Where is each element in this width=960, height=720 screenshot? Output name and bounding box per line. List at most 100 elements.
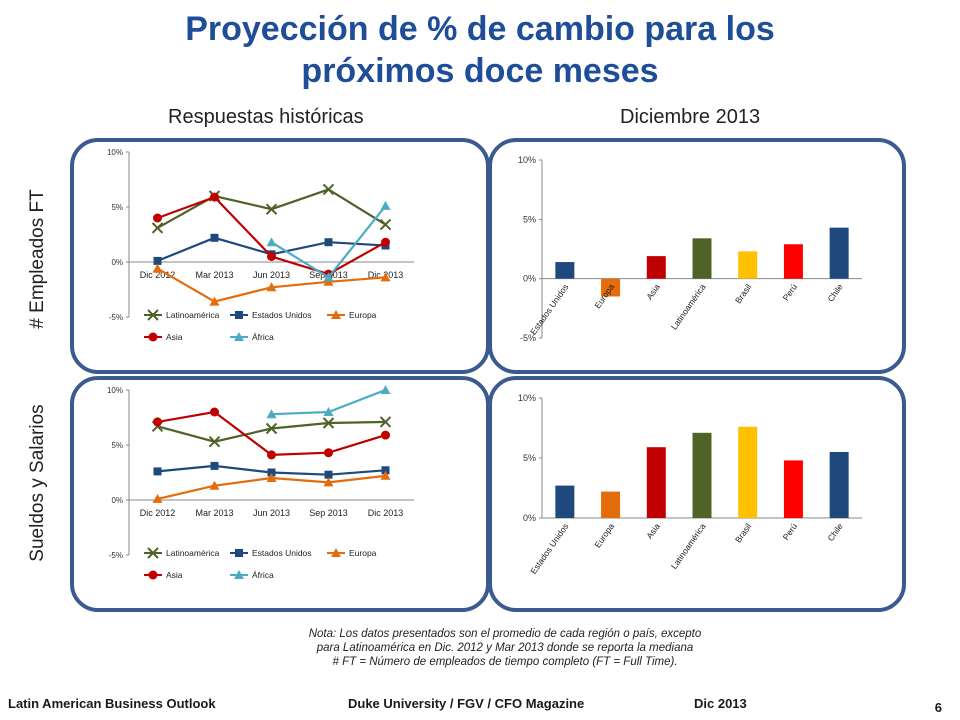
data-point-europa (152, 493, 163, 503)
data-point-europa (266, 473, 277, 482)
data-point-africa (323, 407, 334, 416)
bar-latinoamerica (692, 432, 712, 518)
data-point-latinoamerica (265, 422, 278, 435)
data-point-estados-unidos (324, 238, 333, 247)
legend-label: África (252, 570, 274, 580)
footer-date: Dic 2013 (694, 696, 747, 711)
legend: Latinoamérica Estados Unidos Europa Asia Áfr… (144, 547, 377, 580)
legend-marker-europa (331, 548, 341, 557)
legend-marker-asia (148, 332, 158, 342)
x-tick-label: Estados Unidos (528, 521, 570, 576)
footer: Latin American Business Outlook Duke Uni… (0, 688, 960, 720)
chart-employees-history: -5%0%5%10%Dic 2012 Mar 2013 Jun 2013 Sep 20… (107, 148, 414, 342)
legend-marker-latinoamerica (147, 309, 159, 321)
legend-marker-asia (148, 570, 158, 580)
panel-wages-dec2013: 0% 5% 10% Estados Unidos Europa Asia Latinoamé… (488, 376, 906, 612)
legend-label: Asia (166, 570, 183, 580)
bar-peru (783, 244, 803, 279)
x-tick-label: Latinoamérica (669, 521, 708, 571)
bar-brasil (738, 251, 758, 279)
data-point-europa (209, 296, 220, 306)
data-point-africa (323, 272, 334, 282)
x-tick-label: Estados Unidos (528, 282, 570, 337)
legend-marker-africa (234, 570, 244, 579)
data-point-africa (380, 200, 391, 210)
data-point-asia (381, 237, 390, 247)
legend: Latinoamérica Estados Unidos Europa Asia Áfr… (144, 309, 377, 342)
y-tick-label: 10% (107, 148, 123, 157)
series-latinoamerica (151, 416, 392, 448)
y-tick-label: -5% (520, 333, 536, 343)
right-column-header: Diciembre 2013 (620, 106, 761, 128)
bar-brasil (738, 426, 758, 518)
y-tick-label: 10% (107, 386, 123, 395)
data-point-europa (380, 470, 391, 480)
data-point-estados-unidos (153, 256, 162, 265)
data-point-asia (153, 417, 162, 427)
x-tick-label: Europa (592, 521, 616, 549)
y-tick-label: 5% (111, 441, 123, 450)
data-point-africa (380, 385, 391, 394)
page-number: 6 (934, 700, 942, 715)
bar-asia (646, 447, 666, 518)
footer-publication: Latin American Business Outlook (8, 696, 216, 711)
data-point-europa (266, 282, 277, 292)
data-point-estados-unidos (381, 466, 390, 475)
x-tick-label: Jun 2013 (253, 508, 290, 518)
data-point-latinoamerica (151, 222, 164, 234)
x-tick-label: Dic 2012 (140, 270, 176, 280)
legend-label: Asia (166, 332, 183, 342)
data-point-latinoamerica (322, 417, 335, 429)
slide-title: Proyección de % de cambio para los próxi… (0, 8, 960, 92)
row-label-employees: # Empleados FT (27, 189, 48, 329)
data-point-estados-unidos (267, 468, 276, 477)
x-tick-label: Dic 2013 (368, 508, 404, 518)
legend-marker-europa (331, 310, 341, 319)
legend-marker-estados-unidos (235, 311, 243, 319)
x-tick-label: Brasil (733, 282, 753, 305)
x-tick-label: Mar 2013 (195, 508, 233, 518)
data-point-estados-unidos (210, 233, 219, 242)
y-tick-label: 5% (523, 214, 536, 224)
data-point-asia (324, 448, 333, 458)
y-tick-label: -5% (109, 551, 123, 560)
data-point-asia (153, 213, 162, 223)
legend-label: Estados Unidos (252, 548, 312, 558)
data-point-europa (152, 263, 163, 273)
legend-label: Latinoamérica (166, 548, 220, 558)
data-point-latinoamerica (208, 435, 221, 448)
title-line-2: próximos doce meses (301, 52, 659, 90)
data-point-latinoamerica (322, 183, 335, 196)
bar-chile (829, 227, 849, 279)
series-africa (266, 385, 391, 419)
title-line-1: Proyección de % de cambio para los (185, 10, 775, 48)
x-tick-label: Asia (644, 521, 662, 541)
data-point-africa (266, 409, 277, 419)
x-tick-label: Asia (644, 282, 662, 302)
series-line-asia (157, 410, 386, 457)
y-tick-label: 10% (518, 393, 536, 403)
footnote-line-1: Nota: Los datos presentados son el prome… (308, 628, 702, 640)
bar-latinoamerica (692, 238, 712, 279)
chart-wages-dec2013: 0% 5% 10% Estados Unidos Europa Asia Latinoamé… (518, 393, 862, 576)
series-line-latinoamerica (157, 420, 386, 443)
panel-employees-dec2013: -5% 0% 5% 10% Estados Unidos Europa Asia Latino… (488, 138, 906, 374)
legend-label: Europa (349, 548, 377, 558)
x-tick-label: Dic 2012 (140, 508, 176, 518)
x-tick-label: Mar 2013 (195, 270, 233, 280)
y-tick-label: 10% (518, 155, 536, 165)
x-tick-label: Perú (781, 521, 800, 542)
data-point-latinoamerica (265, 203, 278, 215)
series-asia (153, 192, 390, 279)
bar-estados-unidos (555, 485, 575, 518)
data-point-africa (266, 237, 277, 247)
bar-europa (601, 491, 621, 518)
data-point-asia (210, 407, 219, 417)
data-point-asia (381, 430, 390, 440)
data-point-estados-unidos (153, 467, 162, 476)
x-tick-label: Chile (825, 521, 844, 543)
series-europa (152, 470, 391, 503)
data-point-europa (380, 272, 391, 282)
series-europa (152, 263, 391, 306)
bar-asia (646, 256, 666, 279)
